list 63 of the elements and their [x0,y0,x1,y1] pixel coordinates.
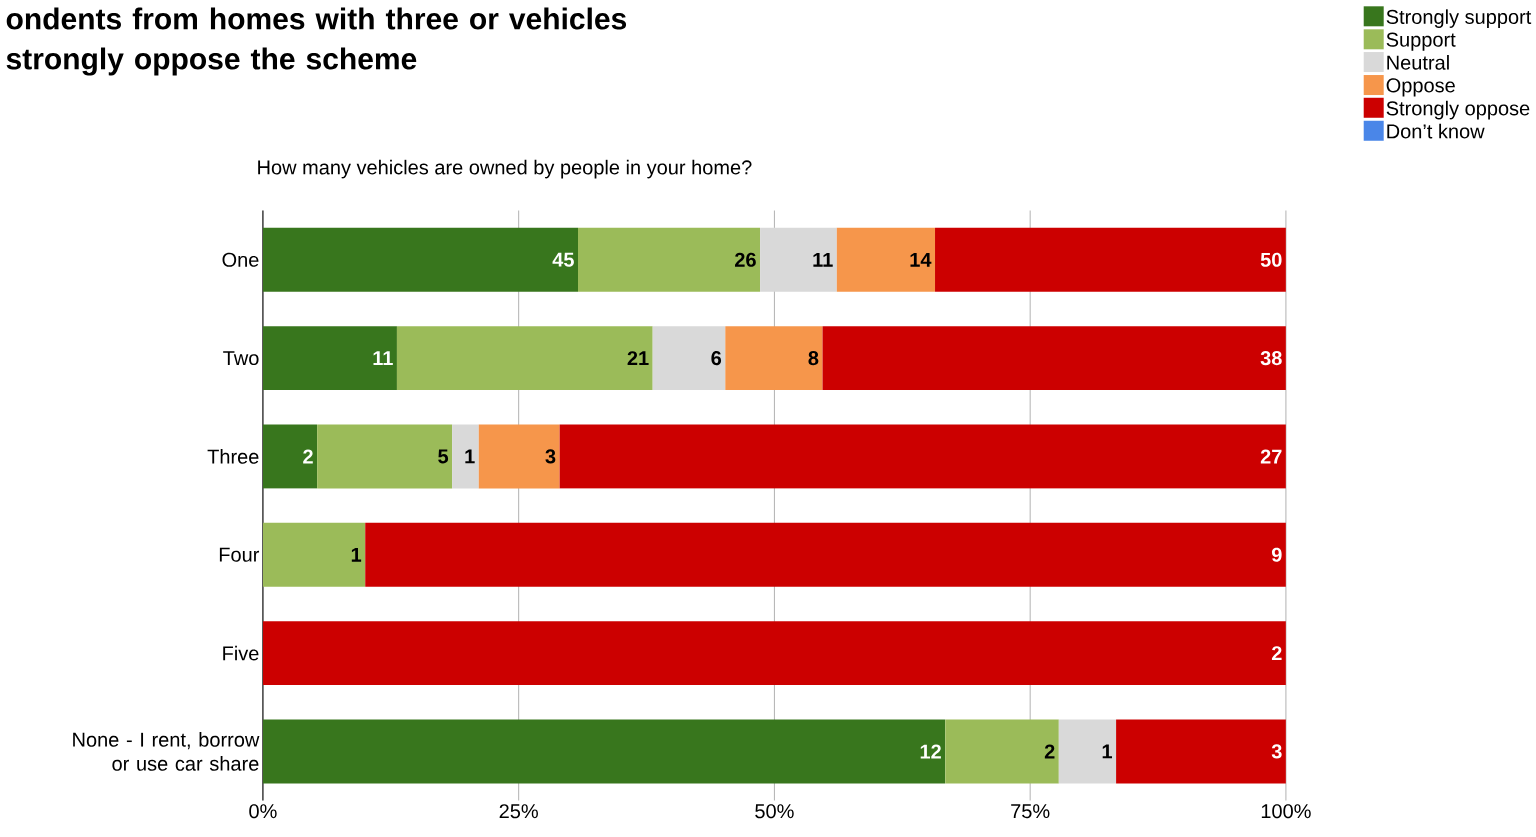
y-tick-label: One [222,252,259,267]
annotation: 45 [552,252,574,267]
bar [262,227,578,292]
bar [1116,719,1286,784]
legend-label: Oppose [1386,78,1455,97]
bar [478,424,560,489]
annotation: 11 [813,252,833,267]
x-tick-label: 75% [1011,804,1050,819]
annotation: 3 [545,449,556,464]
bar [262,424,318,489]
y-tick-label: Two [223,351,259,366]
bar [262,621,1286,686]
legend-label: Neutral [1387,55,1449,70]
bar [262,522,366,587]
bar [935,227,1286,292]
annotation: 3 [1271,744,1282,759]
legend-label: Strongly oppose [1386,100,1530,120]
annotation: 12 [920,744,941,759]
annotation: 11 [373,351,393,365]
bar [262,719,946,784]
bar [452,424,479,489]
bar [836,227,936,292]
y-tick-label: Four [219,547,260,562]
chart-subtitle: How many vehicles are owned by people in your home? [258,159,752,179]
x-tick-label: 0% [249,804,277,819]
annotation: 2 [303,449,313,464]
annotation: 1 [1102,744,1113,759]
legend-label: Strongly support [1386,9,1532,28]
bar [262,326,397,391]
bar [578,227,761,292]
legend-label: Don’t know [1387,123,1485,139]
y-tick-label: None - I rent, borrow or use car share [73,732,260,771]
bar [725,326,823,391]
annotation: 26 [735,252,756,267]
chart-title: ondents from homes with three or vehicles strongly oppose the scheme [6,7,627,76]
annotation: 1 [351,547,362,562]
bar [652,326,726,391]
bar [1058,719,1117,784]
bar [760,227,837,292]
y-tick-label: Three [207,449,259,464]
x-tick-label: 25% [499,804,538,819]
x-tick-label: 50% [755,804,794,819]
annotation: 5 [438,449,449,464]
bar [317,424,453,489]
y-tick-label: Five [223,645,259,661]
annotation: 2 [1044,744,1055,759]
bar [822,326,1286,391]
annotation: 2 [1271,646,1282,661]
bar [396,326,653,391]
annotation: 21 [627,351,649,366]
bar [559,424,1286,489]
legend-label: Support [1386,32,1456,51]
annotation: 38 [1260,351,1282,366]
annotation: 27 [1260,449,1282,464]
bar [365,522,1286,587]
annotation: 1 [465,449,475,464]
x-tick-label: 100% [1261,804,1311,819]
annotation: 50 [1260,252,1282,267]
annotation: 14 [910,252,932,267]
annotation: 6 [711,351,722,366]
annotation: 8 [808,351,819,366]
annotation: 9 [1271,547,1282,562]
bar [945,719,1059,784]
